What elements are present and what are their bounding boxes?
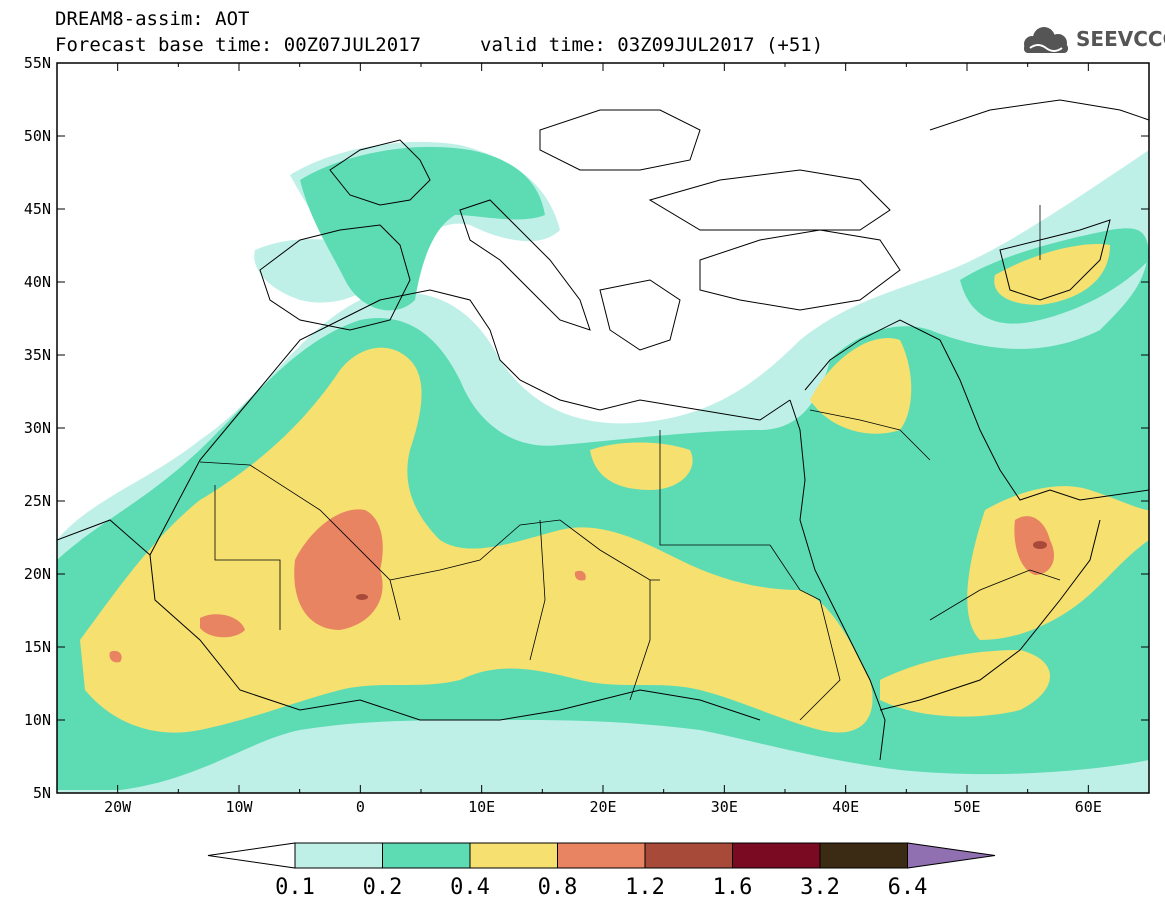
- lat-tick-label: 40N: [24, 273, 51, 291]
- colorbar-label: 3.2: [800, 875, 840, 900]
- lat-tick-label: 5N: [33, 784, 51, 802]
- lon-tick-label: 60E: [1075, 798, 1102, 816]
- colorbar-over-arrow: [907, 842, 996, 869]
- colorbar-segment: [644, 842, 733, 869]
- aot-band-1.2-1.6: [356, 541, 1047, 600]
- base-time: Forecast base time: 00Z07JUL2017: [55, 34, 422, 56]
- colorbar-label: 1.6: [713, 875, 753, 900]
- lon-tick-label: 40E: [832, 798, 859, 816]
- colorbar-label: 6.4: [888, 875, 928, 900]
- colorbar-segment: [382, 842, 471, 869]
- map-title: DREAM8-assim: AOT: [55, 8, 250, 30]
- lat-tick-label: 35N: [24, 346, 51, 364]
- lon-tick-label: 20E: [589, 798, 616, 816]
- lat-tick-label: 50N: [24, 127, 51, 145]
- aot-band-0.4-0.8: [80, 244, 1149, 733]
- colorbar-under-arrow: [207, 842, 296, 869]
- lon-tick-label: 10E: [468, 798, 495, 816]
- coastlines: [57, 99, 1149, 761]
- colorbar-label: 0.1: [275, 875, 315, 900]
- lon-tick-label: 30E: [711, 798, 738, 816]
- colorbar-label: 0.2: [363, 875, 403, 900]
- valid-time: valid time: 03Z09JUL2017 (+51): [480, 34, 824, 56]
- lat-tick-label: 10N: [24, 711, 51, 729]
- latitude-axis: 55N 50N 45N 40N 35N 30N 25N 20N 15N 10N 5N: [24, 54, 1149, 802]
- colorbar-label: 1.2: [625, 875, 665, 900]
- colorbar-segment: [294, 842, 383, 869]
- lon-tick-label: 20W: [104, 798, 132, 816]
- lat-tick-label: 25N: [24, 492, 51, 510]
- lat-tick-label: 15N: [24, 638, 51, 656]
- lon-tick-label: 10W: [225, 798, 253, 816]
- longitude-axis: 20W 10W 0 10E 20E 30E 40E 50E 60E: [56, 63, 1150, 816]
- cloud-icon: [1024, 27, 1068, 53]
- lat-tick-label: 20N: [24, 565, 51, 583]
- colorbar-segment: [732, 842, 821, 869]
- aot-field: [57, 63, 1149, 793]
- borders: [199, 205, 1061, 721]
- colorbar-segment: [557, 842, 646, 869]
- lat-tick-label: 55N: [24, 54, 51, 72]
- colorbar-segment: [469, 842, 558, 869]
- lat-tick-label: 30N: [24, 419, 51, 437]
- lon-tick-label: 0: [356, 798, 365, 816]
- logo-text: SEEVCCC: [1076, 27, 1165, 51]
- forecast-times: Forecast base time: 00Z07JUL2017 valid ti…: [55, 34, 823, 56]
- colorbar-segment: [819, 842, 908, 869]
- colorbar-label: 0.8: [538, 875, 578, 900]
- colorbar: 0.1 0.2 0.4 0.8 1.2 1.6 3.2 6.4: [207, 842, 996, 900]
- lat-tick-label: 45N: [24, 200, 51, 218]
- colorbar-label: 0.4: [450, 875, 490, 900]
- lon-tick-label: 50E: [953, 798, 980, 816]
